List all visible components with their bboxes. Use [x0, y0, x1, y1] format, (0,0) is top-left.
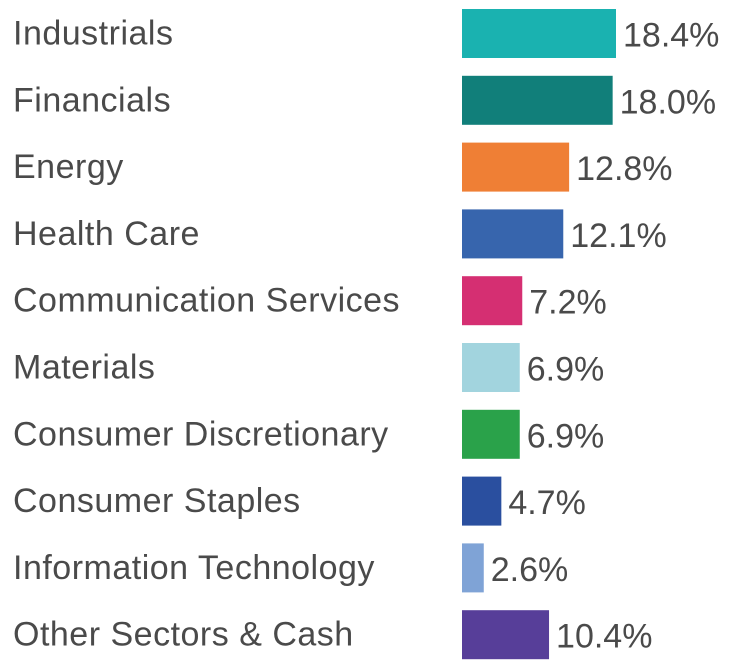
category-label-materials: Materials [13, 349, 155, 387]
bar-consumer-staples [462, 476, 502, 526]
bar-information-technology [462, 543, 484, 593]
category-label-industrials: Industrials [13, 15, 173, 53]
bar-other-sectors-and-cash [462, 610, 550, 660]
bar-industrials [462, 9, 616, 58]
value-label-health-care: 12.1% [570, 217, 666, 255]
value-label-other-sectors-and-cash: 10.4% [556, 618, 652, 656]
value-label-consumer-staples: 4.7% [508, 484, 585, 522]
bar-health-care [462, 209, 564, 259]
category-label-other-sectors-and-cash: Other Sectors & Cash [13, 616, 354, 654]
bar-communication-services [462, 276, 523, 326]
value-label-energy: 12.8% [576, 150, 672, 188]
value-label-information-technology: 2.6% [491, 551, 569, 589]
value-label-consumer-discretionary: 6.9% [527, 417, 605, 455]
category-label-health-care: Health Care [13, 215, 200, 253]
value-label-financials: 18.0% [620, 83, 716, 121]
category-label-information-technology: Information Technology [13, 549, 375, 587]
category-label-consumer-staples: Consumer Staples [13, 482, 301, 520]
value-label-communication-services: 7.2% [529, 284, 607, 322]
category-label-consumer-discretionary: Consumer Discretionary [13, 415, 389, 453]
value-label-materials: 6.9% [527, 351, 605, 389]
value-label-industrials: 18.4% [623, 17, 719, 55]
category-label-communication-services: Communication Services [13, 282, 400, 320]
bar-financials [462, 75, 613, 125]
category-label-energy: Energy [13, 148, 124, 186]
bar-materials [462, 343, 520, 392]
category-label-financials: Financials [13, 81, 171, 119]
bar-consumer-discretionary [462, 409, 520, 459]
bar-energy [462, 142, 570, 192]
